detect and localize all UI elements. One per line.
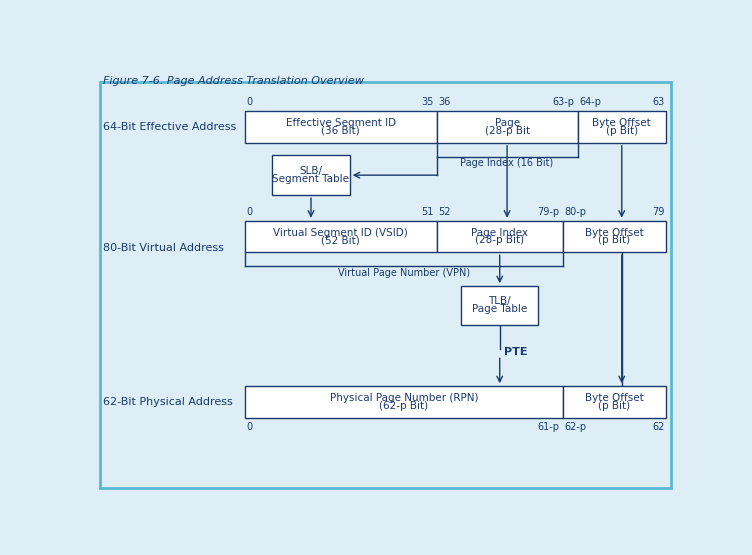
Text: 62: 62 [652,422,665,432]
Text: (28-p Bit: (28-p Bit [484,126,529,136]
Text: Virtual Page Number (VPN): Virtual Page Number (VPN) [338,268,470,278]
Text: Page Index: Page Index [472,228,528,238]
Text: (p Bit): (p Bit) [599,235,630,245]
Text: Physical Page Number (RPN): Physical Page Number (RPN) [329,393,478,403]
Text: 51: 51 [421,207,433,217]
Bar [578,111,666,143]
Text: 52: 52 [438,207,450,217]
Text: 80-Bit Virtual Address: 80-Bit Virtual Address [103,243,224,253]
Text: Virtual Segment ID (VSID): Virtual Segment ID (VSID) [274,228,408,238]
Text: 64-p: 64-p [579,98,601,108]
Text: 63-p: 63-p [553,98,575,108]
Bar [562,386,666,418]
Text: (62-p Bit): (62-p Bit) [380,401,429,411]
Text: Segment Table: Segment Table [272,174,350,184]
Text: 0: 0 [247,422,253,432]
Text: Page Index (16 Bit): Page Index (16 Bit) [460,158,553,168]
Text: 79: 79 [652,207,665,217]
Text: TLB/: TLB/ [488,296,511,306]
Bar [272,155,350,195]
Bar [562,220,666,252]
Bar [245,111,437,143]
Text: 35: 35 [421,98,433,108]
Bar [437,220,562,252]
Text: 0: 0 [247,207,253,217]
Text: (28-p Bit): (28-p Bit) [475,235,524,245]
Text: 64-Bit Effective Address: 64-Bit Effective Address [103,122,237,132]
Text: 63: 63 [652,98,665,108]
Text: (36 Bit): (36 Bit) [322,126,360,136]
Text: (p Bit): (p Bit) [599,401,630,411]
Text: Effective Segment ID: Effective Segment ID [286,118,396,128]
Text: Page: Page [495,118,520,128]
Text: Byte Offset: Byte Offset [585,393,644,403]
Text: 61-p: 61-p [538,422,559,432]
Bar [245,386,562,418]
Text: SLB/: SLB/ [299,166,323,176]
Text: 36: 36 [438,98,450,108]
Text: Page Table: Page Table [472,304,527,314]
Text: Byte Offset: Byte Offset [593,118,651,128]
Text: (52 Bit): (52 Bit) [322,235,360,245]
Text: 0: 0 [247,98,253,108]
Text: Figure 7-6. Page Address Translation Overview: Figure 7-6. Page Address Translation Ove… [103,76,364,86]
Text: 79-p: 79-p [538,207,559,217]
Text: PTE: PTE [504,347,527,357]
Text: (p Bit): (p Bit) [605,126,638,136]
Text: 80-p: 80-p [565,207,587,217]
Text: 62-Bit Physical Address: 62-Bit Physical Address [103,397,233,407]
Text: 62-p: 62-p [565,422,587,432]
Bar [461,286,538,325]
Bar [245,220,437,252]
Text: Byte Offset: Byte Offset [585,228,644,238]
Bar [437,111,578,143]
